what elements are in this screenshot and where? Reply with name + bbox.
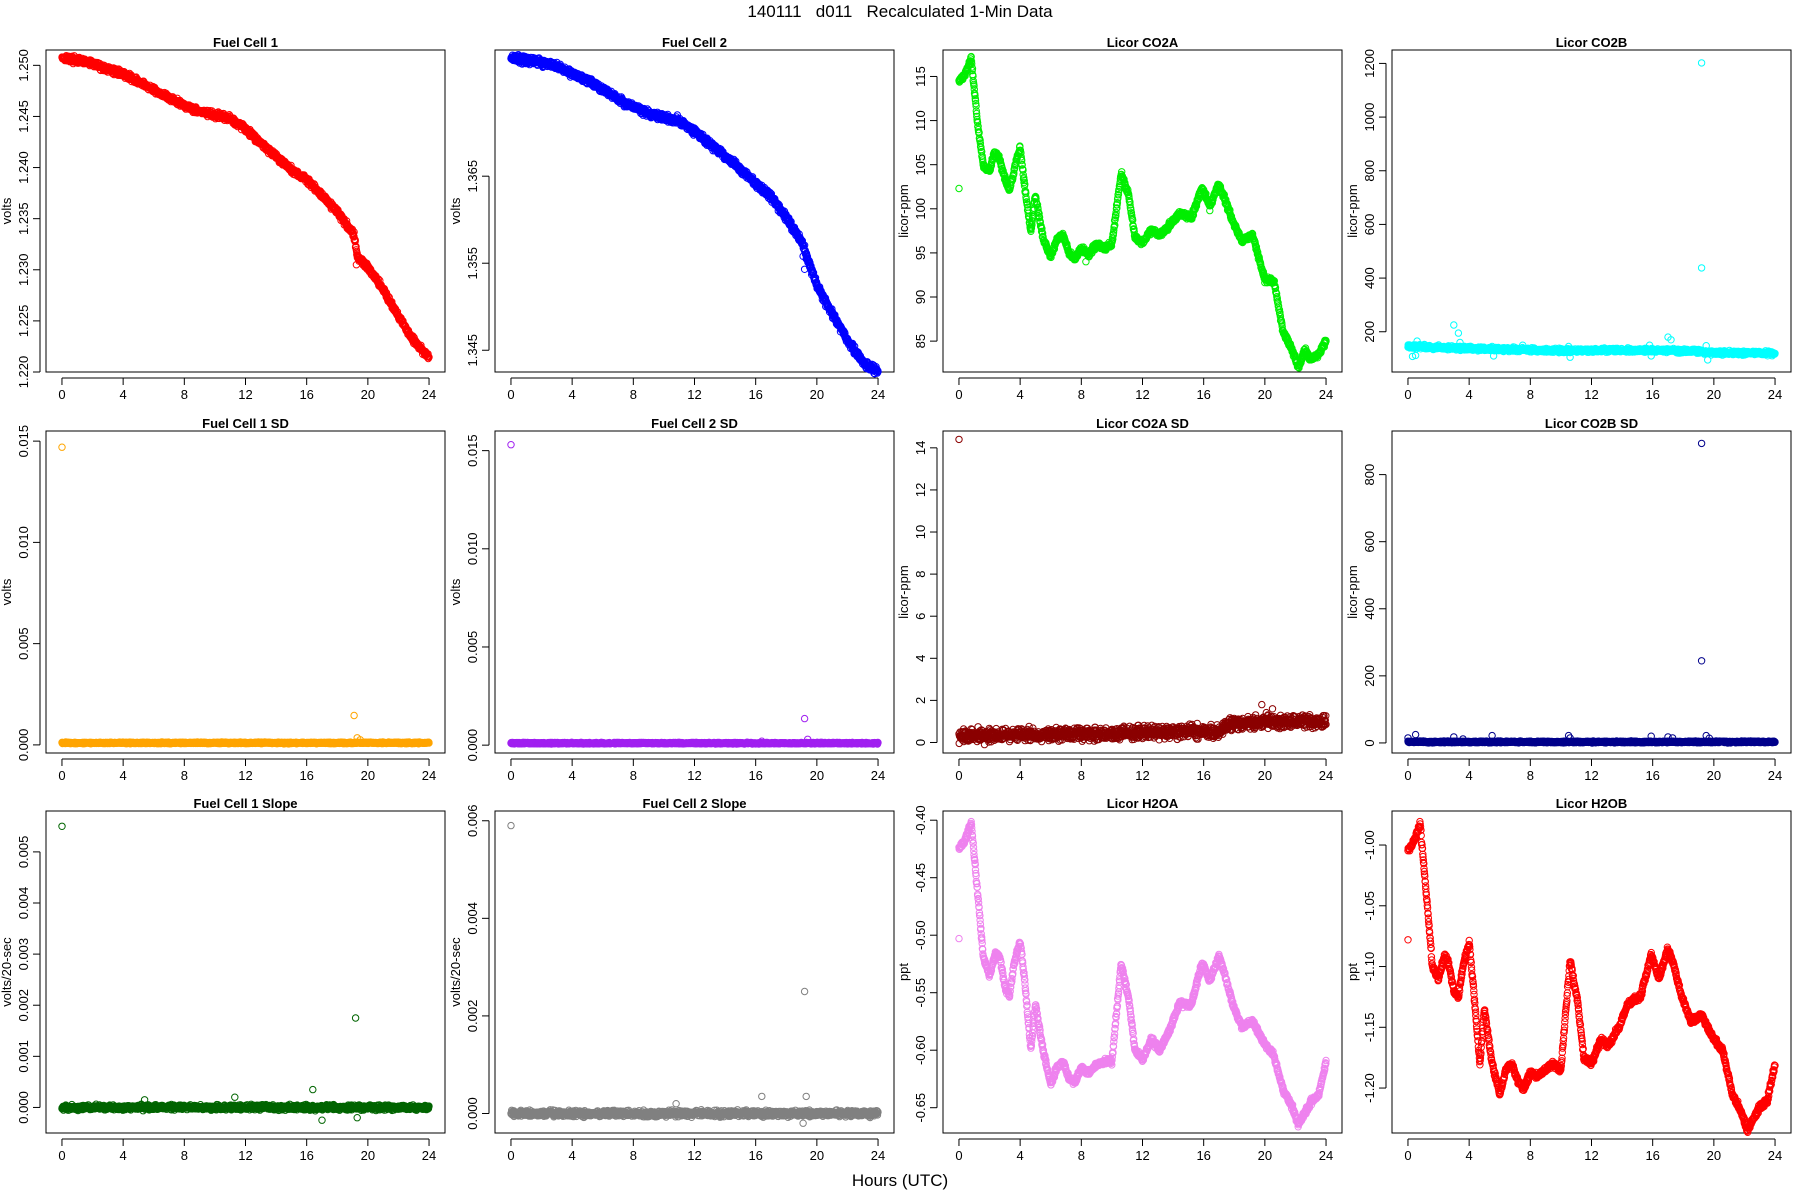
y-tick-label: 400 — [1362, 267, 1377, 289]
y-tick-label: 110 — [913, 110, 928, 131]
x-tick-label: 24 — [1768, 387, 1782, 402]
y-tick-label: 600 — [1362, 214, 1377, 236]
y-tick-label: 800 — [1362, 160, 1377, 182]
x-tick-label: 16 — [1645, 387, 1659, 402]
y-tick-label: 1.230 — [16, 254, 31, 287]
y-axis-label: licor-ppm — [1345, 184, 1360, 237]
x-tick-label: 16 — [299, 387, 313, 402]
x-tick-label: 24 — [871, 387, 885, 402]
plot-frame — [1391, 49, 1792, 373]
x-tick-label: 12 — [687, 387, 701, 402]
x-tick-label: 24 — [1319, 387, 1333, 402]
panel-title: Fuel Cell 2 — [662, 35, 727, 50]
x-tick-label: 16 — [748, 387, 762, 402]
x-tick-label: 0 — [955, 387, 962, 402]
y-tick-label: 1.355 — [465, 247, 480, 280]
y-tick-label: 1.225 — [16, 305, 31, 338]
x-tick-label: 8 — [1078, 387, 1085, 402]
y-axis-label: licor-ppm — [896, 184, 911, 237]
x-tick-label: 8 — [181, 387, 188, 402]
panel-fuel-cell-2: Fuel Cell 2 0 4 8 12 16 20 24 1.345 1.355 1.365vol… — [448, 35, 895, 402]
x-tick-label: 20 — [810, 387, 824, 402]
data-points — [955, 52, 1330, 372]
panel-licor-co2a: Licor CO2A 0 4 8 12 16 20 24 85 90 95 100 105 110 115 l… — [896, 35, 1343, 402]
figure-title: 140111 d011 Recalculated 1-Min Data — [747, 2, 1053, 21]
data-points — [58, 52, 433, 363]
x-tick-label: 12 — [238, 387, 252, 402]
x-tick-label: 20 — [1707, 387, 1721, 402]
data-points — [1404, 59, 1779, 364]
y-tick-label: 1.245 — [16, 100, 31, 133]
y-tick-label: 200 — [1362, 321, 1377, 343]
y-tick-label: 95 — [913, 246, 928, 260]
x-tick-label: 12 — [1584, 387, 1598, 402]
x-tick-label: 4 — [1466, 387, 1473, 402]
panel-fuel-cell-1: Fuel Cell 1 0 4 8 12 16 20 24 1.220 1.225 1.230 1.2… — [0, 35, 446, 402]
x-tick-label: 0 — [1404, 387, 1411, 402]
x-tick-label: 8 — [630, 387, 637, 402]
y-axis-label: volts — [448, 197, 463, 224]
y-tick-label: 1000 — [1362, 103, 1377, 132]
x-tick-label: 24 — [422, 387, 436, 402]
x-tick-label: 20 — [1258, 387, 1272, 402]
x-tick-label: 4 — [1017, 387, 1024, 402]
x-tick-label: 0 — [507, 387, 514, 402]
y-tick-label: 1.365 — [465, 160, 480, 193]
y-tick-label: 1200 — [1362, 49, 1377, 78]
y-tick-label: 1.240 — [16, 151, 31, 184]
x-tick-label: 0 — [58, 387, 65, 402]
y-tick-label: 85 — [913, 334, 928, 348]
panel-title: Licor CO2A — [1107, 35, 1179, 50]
y-axis-label: volts — [0, 197, 14, 224]
y-tick-label: 1.250 — [16, 49, 31, 82]
panel-licor-co2b: Licor CO2B 0 4 8 12 16 20 24 200 400 600 800 1000 120… — [1345, 35, 1792, 402]
y-tick-label: 100 — [913, 198, 928, 220]
plot-frame — [45, 49, 446, 373]
y-tick-label: 105 — [913, 154, 928, 176]
data-point — [955, 184, 963, 193]
x-tick-label: 4 — [120, 387, 127, 402]
y-tick-label: 1.220 — [16, 356, 31, 389]
x-tick-label: 16 — [1196, 387, 1210, 402]
x-tick-label: 20 — [361, 387, 375, 402]
x-tick-label: 12 — [1135, 387, 1149, 402]
data-point — [1082, 258, 1090, 266]
panel-title: Licor CO2B — [1556, 35, 1628, 50]
x-tick-label: 4 — [569, 387, 576, 402]
panel-title: Fuel Cell 1 — [213, 35, 278, 50]
y-tick-label: 1.345 — [465, 334, 480, 367]
y-tick-label: 115 — [913, 66, 928, 87]
y-tick-label: 90 — [913, 290, 928, 304]
y-tick-label: 1.235 — [16, 202, 31, 235]
data-points — [507, 51, 882, 378]
x-tick-label: 8 — [1527, 387, 1534, 402]
